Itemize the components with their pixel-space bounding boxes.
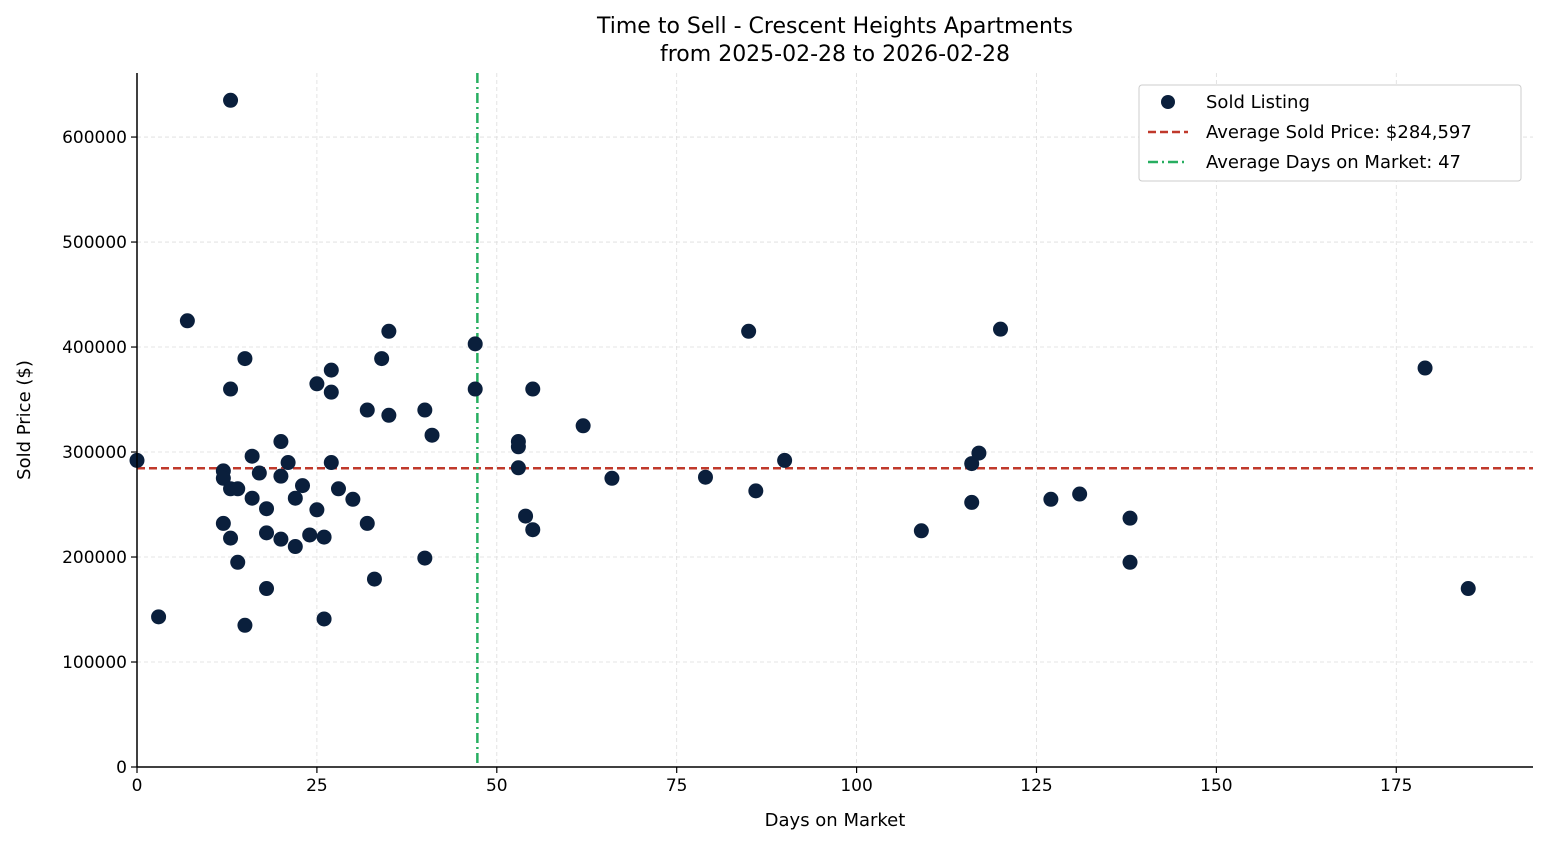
data-point <box>215 470 231 486</box>
data-point <box>259 501 275 517</box>
data-point <box>1043 491 1059 507</box>
data-point <box>467 336 483 352</box>
y-tick-label: 600000 <box>62 128 127 148</box>
data-point <box>273 434 289 450</box>
y-tick-label: 200000 <box>62 548 127 568</box>
x-axis-label: Days on Market <box>765 810 906 831</box>
data-point <box>259 581 275 597</box>
data-point <box>323 362 339 378</box>
data-point <box>1122 554 1138 570</box>
data-point <box>417 550 433 566</box>
x-tick-label: 0 <box>132 776 143 796</box>
data-point <box>518 508 534 524</box>
data-point <box>323 455 339 471</box>
data-point <box>244 490 260 506</box>
data-point <box>777 452 793 468</box>
chart-title: Time to Sell - Crescent Heights Apartmen… <box>596 14 1073 39</box>
data-point <box>510 460 526 476</box>
data-point <box>525 522 541 538</box>
data-point <box>237 617 253 633</box>
data-point <box>309 376 325 392</box>
data-point <box>359 402 375 418</box>
legend-label-avg-price: Average Sold Price: $284,597 <box>1206 122 1472 143</box>
data-point <box>510 439 526 455</box>
data-point <box>1122 510 1138 526</box>
data-point <box>223 92 239 108</box>
x-tick-label: 150 <box>1200 776 1232 796</box>
x-tick-label: 75 <box>666 776 688 796</box>
data-point <box>273 468 289 484</box>
legend: Sold Listing Average Sold Price: $284,59… <box>1138 84 1522 182</box>
data-point <box>964 456 980 472</box>
legend-label-points: Sold Listing <box>1206 92 1310 113</box>
data-point <box>295 478 311 494</box>
data-point <box>244 448 260 464</box>
data-point <box>323 384 339 400</box>
data-point <box>259 525 275 541</box>
data-point <box>575 418 591 434</box>
data-point <box>1072 486 1088 502</box>
y-axis-label: Sold Price ($) <box>14 360 35 480</box>
y-tick-label: 300000 <box>62 443 127 463</box>
data-point <box>251 465 267 481</box>
data-point <box>366 571 382 587</box>
y-tick-label: 100000 <box>62 653 127 673</box>
data-point <box>316 529 332 545</box>
data-point <box>287 490 303 506</box>
chart-subtitle: from 2025-02-28 to 2026-02-28 <box>660 42 1010 67</box>
data-point <box>309 502 325 518</box>
data-point <box>287 539 303 555</box>
x-tick-label: 175 <box>1380 776 1412 796</box>
x-tick-label: 50 <box>486 776 508 796</box>
data-point <box>381 407 397 423</box>
legend-label-avg-days: Average Days on Market: 47 <box>1206 152 1461 173</box>
data-point <box>230 481 246 497</box>
data-point <box>741 323 757 339</box>
data-point <box>1417 360 1433 376</box>
data-point <box>330 481 346 497</box>
data-point <box>273 531 289 547</box>
data-point <box>316 611 332 627</box>
x-tick-label: 25 <box>306 776 328 796</box>
reference-lines <box>137 73 1533 767</box>
data-point <box>215 515 231 531</box>
data-point <box>748 483 764 499</box>
legend-box <box>1138 84 1522 182</box>
y-tick-label: 400000 <box>62 338 127 358</box>
data-point <box>223 530 239 546</box>
data-point <box>604 470 620 486</box>
data-point <box>993 321 1009 337</box>
data-point <box>237 351 253 367</box>
data-point <box>1460 581 1476 597</box>
data-point <box>424 427 440 443</box>
data-point <box>302 527 318 543</box>
data-point <box>151 609 167 625</box>
data-point <box>913 523 929 539</box>
data-point <box>525 381 541 397</box>
data-point <box>417 402 433 418</box>
data-point <box>179 313 195 329</box>
x-tick-label: 125 <box>1020 776 1052 796</box>
x-tick-label: 100 <box>840 776 872 796</box>
data-point <box>971 445 987 461</box>
data-point <box>223 381 239 397</box>
data-point <box>345 491 361 507</box>
data-point <box>230 554 246 570</box>
data-point <box>467 381 483 397</box>
data-point <box>381 323 397 339</box>
y-tick-label: 500000 <box>62 233 127 253</box>
data-point <box>964 494 980 510</box>
data-point <box>359 515 375 531</box>
axes: 0 25 50 75 100 125 150 175 0 100000 200000 300000 40… <box>62 73 1533 796</box>
data-point <box>280 455 296 471</box>
legend-marker-points <box>1161 95 1175 109</box>
data-point <box>697 469 713 485</box>
data-points <box>129 92 1476 633</box>
y-tick-label: 0 <box>116 758 127 778</box>
data-point <box>374 351 390 367</box>
